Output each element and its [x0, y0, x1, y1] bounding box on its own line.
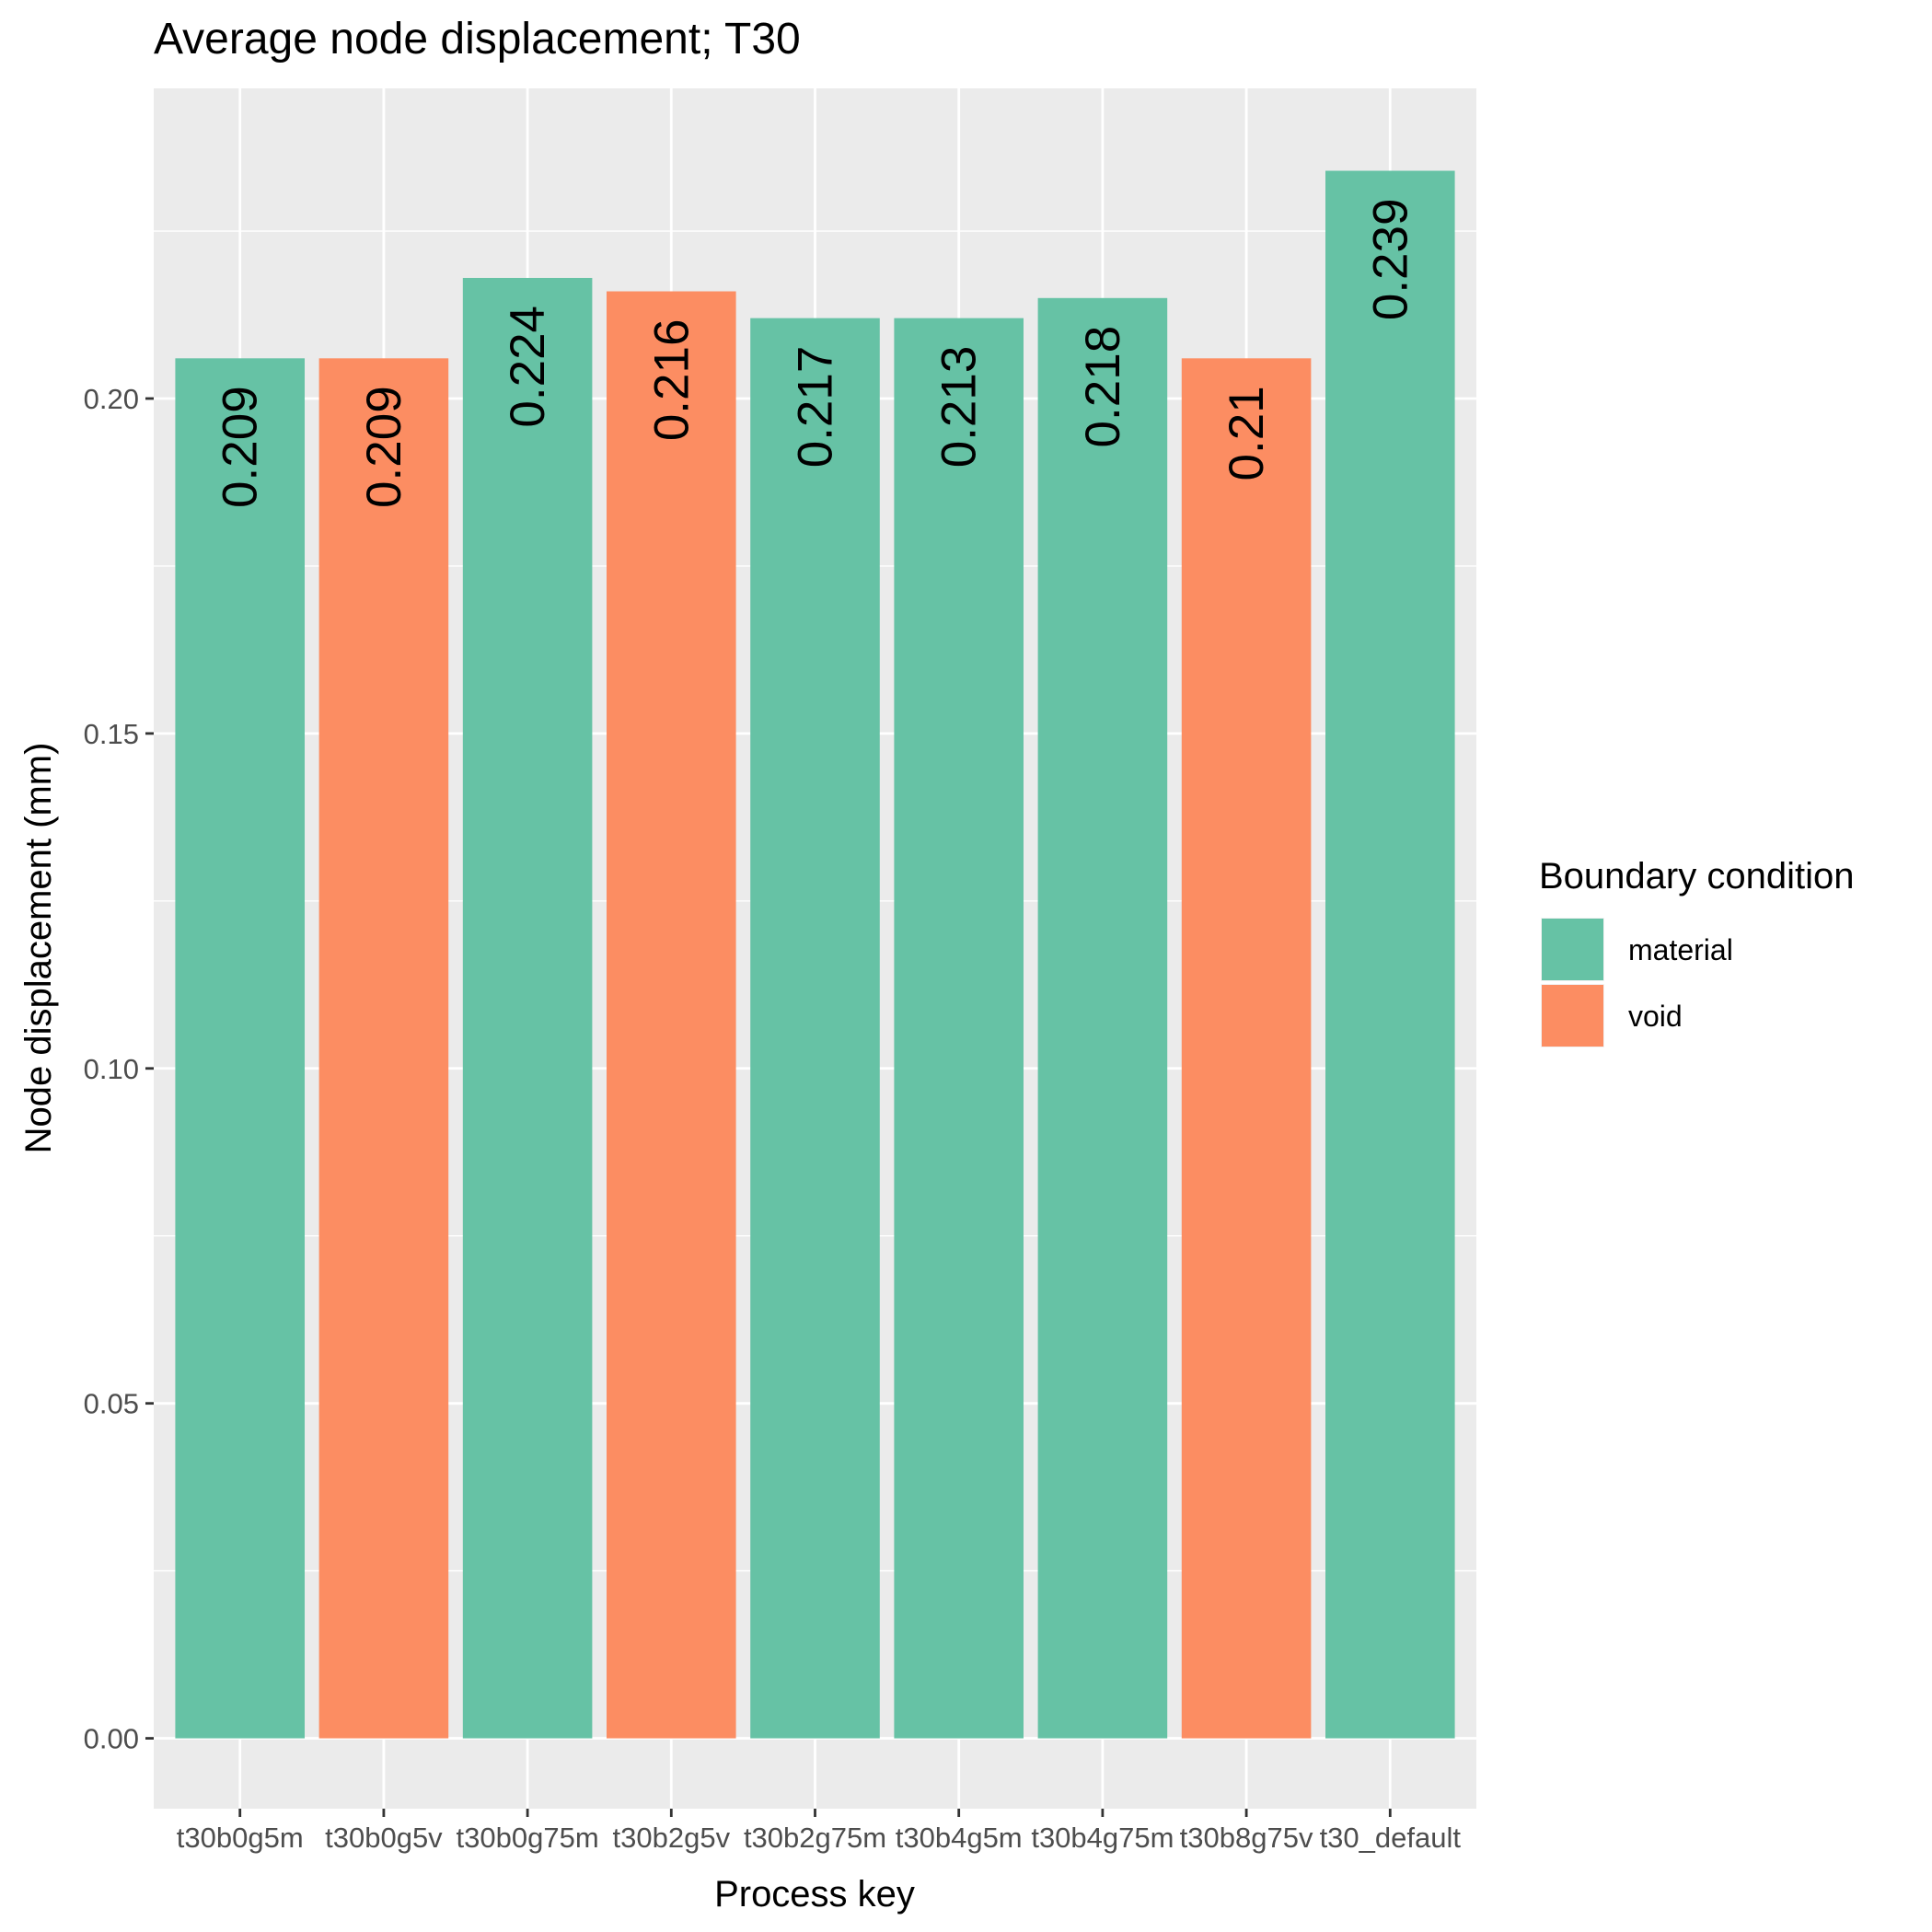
bar-value-label: 0.217 — [789, 346, 843, 469]
bar — [1181, 358, 1312, 1739]
bar — [894, 318, 1024, 1739]
x-axis: t30b0g5m t30b0g5v t30b0g75m t30b2g5v t30b2g7… — [177, 1809, 1462, 1854]
y-tick-label: 0.15 — [84, 718, 139, 750]
bar — [175, 358, 306, 1739]
x-tick-label: t30b2g5v — [613, 1822, 731, 1854]
bar — [1325, 170, 1455, 1739]
y-tick-label: 0.00 — [84, 1723, 139, 1755]
bar — [1037, 297, 1168, 1739]
bar-value-label: 0.213 — [932, 346, 987, 469]
legend-entries: material void — [1541, 918, 1733, 1047]
legend-title: Boundary condition — [1539, 856, 1854, 897]
chart-title: Average node displacement; T30 — [154, 15, 801, 64]
legend-label: void — [1628, 1000, 1683, 1033]
bar — [318, 358, 449, 1739]
legend-swatch — [1542, 919, 1603, 980]
x-tick-label: t30_default — [1320, 1822, 1462, 1854]
bar-value-label: 0.224 — [501, 306, 555, 428]
bar-value-label: 0.209 — [214, 386, 268, 508]
x-tick-label: t30b2g75m — [744, 1822, 886, 1854]
x-tick-label: t30b0g75m — [457, 1822, 599, 1854]
bar-labels: 0.209 0.209 0.224 0.216 0.217 0.213 0.218 0.21 0… — [214, 199, 1418, 508]
bars — [175, 170, 1455, 1739]
y-axis: 0.00 0.05 0.10 0.15 0.20 — [84, 383, 154, 1755]
bar-value-label: 0.21 — [1220, 386, 1274, 480]
y-tick-label: 0.05 — [84, 1388, 139, 1420]
x-tick-label: t30b4g75m — [1031, 1822, 1174, 1854]
bar-value-label: 0.209 — [357, 386, 411, 508]
x-tick-label: t30b4g5m — [896, 1822, 1023, 1854]
bar-value-label: 0.218 — [1076, 326, 1130, 448]
bar-value-label: 0.239 — [1363, 199, 1417, 321]
legend: Boundary condition material void — [1539, 856, 1854, 1047]
x-tick-label: t30b8g75v — [1180, 1822, 1313, 1854]
bar — [607, 291, 736, 1739]
bar — [462, 277, 593, 1739]
y-tick-label: 0.20 — [84, 383, 139, 415]
x-tick-label: t30b0g5m — [177, 1822, 304, 1854]
bar — [750, 318, 880, 1739]
x-tick-label: t30b0g5v — [325, 1822, 443, 1854]
y-tick-label: 0.10 — [84, 1053, 139, 1085]
bar-value-label: 0.216 — [644, 319, 699, 442]
legend-label: material — [1628, 933, 1733, 966]
x-axis-title: Process key — [714, 1874, 915, 1915]
legend-swatch — [1542, 985, 1603, 1047]
y-axis-title: Node displacement (mm) — [18, 743, 59, 1154]
